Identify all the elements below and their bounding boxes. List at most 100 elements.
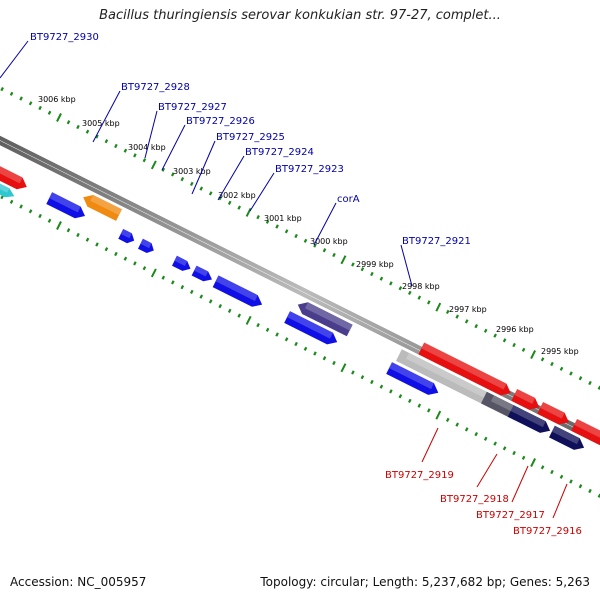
- minor-tick: [322, 248, 327, 253]
- minor-tick: [133, 261, 137, 266]
- forward-gene-label: BT9727_2923: [275, 164, 344, 175]
- forward-gene-label: BT9727_2921: [402, 236, 471, 247]
- tick-label: 2997 kbp: [449, 305, 487, 314]
- minor-tick: [190, 181, 194, 186]
- major-tick: [435, 302, 442, 312]
- minor-tick: [427, 408, 431, 413]
- minor-tick: [455, 314, 459, 319]
- minor-tick: [275, 332, 279, 337]
- minor-tick: [427, 300, 431, 305]
- minor-tick: [76, 124, 80, 130]
- minor-tick: [493, 333, 497, 338]
- minor-tick: [180, 285, 185, 290]
- major-tick: [245, 207, 252, 217]
- minor-tick: [38, 213, 42, 219]
- minor-tick: [19, 96, 23, 101]
- tick-label: 2999 kbp: [356, 260, 394, 269]
- minor-tick: [275, 224, 279, 229]
- minor-tick: [474, 432, 478, 437]
- minor-tick: [313, 351, 317, 356]
- minor-tick: [76, 232, 80, 238]
- minor-tick: [483, 436, 488, 441]
- minor-tick: [171, 172, 175, 177]
- minor-tick: [408, 290, 412, 295]
- minor-tick: [95, 134, 99, 139]
- major-tick: [245, 315, 252, 325]
- gene-forward-c-highlight: [140, 238, 152, 249]
- minor-tick: [417, 403, 422, 408]
- minor-tick: [218, 304, 222, 309]
- major-tick: [435, 410, 442, 420]
- minor-tick: [398, 394, 403, 399]
- minor-tick: [360, 375, 365, 380]
- minor-tick: [237, 313, 241, 318]
- gene-dark-b-highlight: [551, 425, 580, 445]
- minor-tick: [142, 266, 147, 271]
- forward-leader-line: [400, 244, 413, 287]
- forward-gene-label: BT9727_2924: [245, 147, 314, 158]
- gene-forward-d-highlight: [174, 255, 188, 266]
- gene-red-left-highlight: [0, 166, 23, 184]
- minor-tick: [28, 209, 33, 214]
- forward-leader-line: [249, 172, 275, 212]
- forward-leader-line: [217, 155, 245, 201]
- tick-label: 3000 kbp: [310, 237, 348, 246]
- forward-leader-line: [313, 202, 337, 246]
- tick-label: 3004 kbp: [128, 143, 166, 152]
- tick-label: 2995 kbp: [541, 347, 579, 356]
- gene-orange-highlight: [90, 195, 122, 216]
- minor-tick: [19, 204, 23, 209]
- minor-tick: [265, 327, 270, 332]
- minor-tick: [313, 243, 317, 248]
- reverse-gene-label: BT9727_2916: [513, 526, 582, 537]
- forward-gene-label: BT9727_2927: [158, 102, 227, 113]
- minor-tick: [208, 191, 213, 196]
- minor-tick: [303, 346, 308, 351]
- minor-tick: [483, 328, 488, 333]
- minor-tick: [95, 242, 99, 247]
- minor-tick: [28, 101, 33, 106]
- minor-tick: [190, 289, 194, 294]
- minor-tick: [559, 366, 564, 371]
- tick-label: 2998 kbp: [402, 282, 440, 291]
- minor-tick: [85, 129, 90, 134]
- minor-tick: [114, 143, 118, 149]
- reverse-leader-line: [552, 483, 568, 519]
- minor-tick: [9, 91, 14, 96]
- minor-tick: [588, 380, 592, 386]
- minor-tick: [408, 398, 412, 403]
- minor-tick: [322, 356, 327, 361]
- minor-tick: [133, 153, 137, 158]
- tick-label: 3005 kbp: [82, 119, 120, 128]
- major-tick: [340, 363, 347, 373]
- minor-tick: [294, 233, 298, 239]
- minor-tick: [294, 341, 298, 347]
- gene-reverse-d-highlight: [574, 419, 600, 438]
- forward-leader-line: [0, 40, 29, 79]
- minor-tick: [379, 276, 384, 281]
- minor-tick: [227, 200, 232, 205]
- major-tick: [56, 221, 62, 230]
- tick-label: 3002 kbp: [218, 191, 256, 200]
- minor-tick: [171, 280, 175, 285]
- minor-tick: [123, 256, 128, 261]
- minor-tick: [66, 228, 71, 233]
- gene-cora-highlight: [305, 302, 353, 331]
- minor-tick: [218, 196, 222, 201]
- minor-tick: [379, 384, 384, 389]
- minor-tick: [9, 199, 14, 204]
- minor-tick: [569, 371, 573, 376]
- minor-tick: [284, 337, 289, 342]
- minor-tick: [550, 469, 554, 475]
- minor-tick: [161, 167, 166, 172]
- minor-tick: [180, 177, 185, 182]
- minor-tick: [588, 488, 592, 494]
- reverse-gene-label: BT9727_2919: [385, 470, 454, 481]
- forward-gene-label: corA: [337, 194, 360, 205]
- gene-gray-highlight: [406, 352, 498, 403]
- gene-forward-h-highlight: [389, 362, 434, 390]
- tick-label: 3003 kbp: [173, 167, 211, 176]
- minor-tick: [208, 299, 213, 304]
- minor-tick: [161, 275, 166, 280]
- minor-tick: [370, 271, 374, 277]
